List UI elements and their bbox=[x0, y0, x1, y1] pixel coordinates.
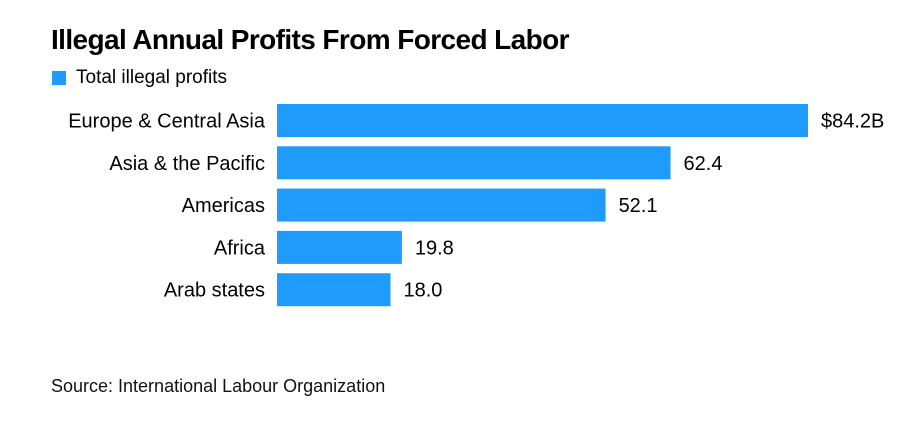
legend-label: Total illegal profits bbox=[76, 67, 228, 88]
legend: Total illegal profits bbox=[52, 67, 227, 89]
category-label: Asia & the Pacific bbox=[109, 153, 265, 175]
bar bbox=[277, 273, 391, 307]
value-label: 18.0 bbox=[404, 280, 443, 302]
legend-swatch bbox=[52, 71, 66, 85]
category-label: Arab states bbox=[164, 280, 265, 302]
source-note: Source: International Labour Organizatio… bbox=[51, 376, 386, 396]
category-label: Americas bbox=[182, 195, 265, 217]
bar bbox=[277, 230, 402, 264]
category-label: Europe & Central Asia bbox=[68, 111, 266, 133]
value-label: 62.4 bbox=[684, 153, 723, 175]
category-label: Africa bbox=[214, 237, 266, 259]
chart-title: Illegal Annual Profits From Forced Labor bbox=[51, 24, 570, 55]
bar bbox=[277, 146, 671, 180]
value-label: 19.8 bbox=[415, 237, 454, 259]
value-label: 52.1 bbox=[619, 195, 658, 217]
value-label: $84.2B bbox=[821, 111, 884, 133]
bar bbox=[277, 104, 808, 137]
bar bbox=[277, 188, 606, 222]
